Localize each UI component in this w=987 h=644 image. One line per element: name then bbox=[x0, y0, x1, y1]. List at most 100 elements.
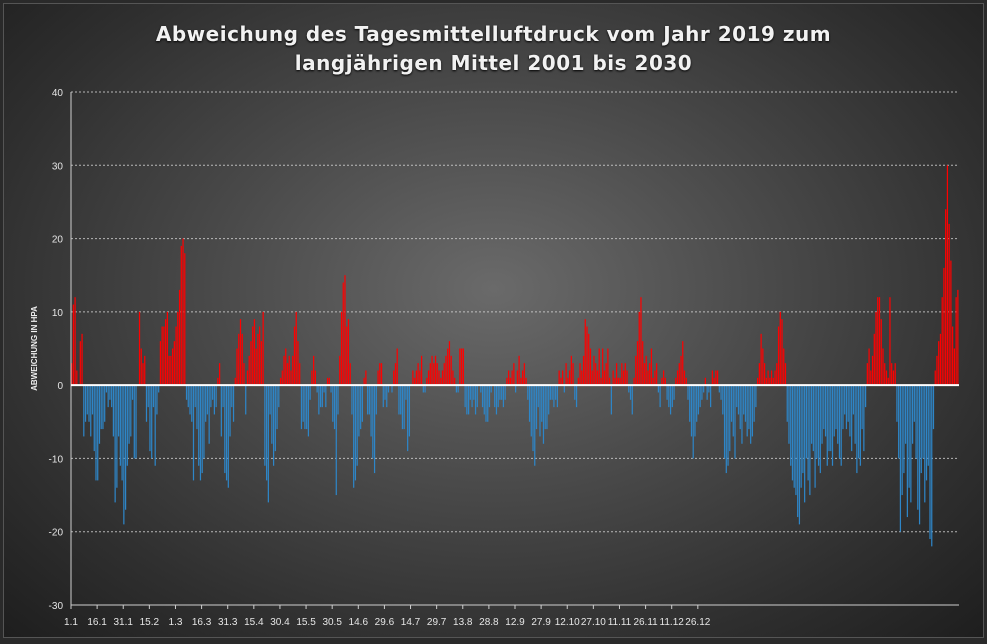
bar bbox=[723, 385, 726, 459]
bar bbox=[107, 385, 109, 408]
bar bbox=[748, 385, 750, 430]
bar bbox=[910, 385, 912, 503]
bar bbox=[669, 385, 672, 415]
bar bbox=[246, 370, 249, 386]
bar bbox=[790, 385, 792, 466]
bar bbox=[262, 311, 264, 386]
bar bbox=[595, 363, 597, 386]
bar bbox=[943, 267, 945, 386]
bar bbox=[462, 348, 464, 386]
bar bbox=[234, 377, 236, 386]
bar bbox=[483, 385, 485, 415]
x-tick-label: 27.9 bbox=[531, 617, 551, 628]
bar bbox=[419, 370, 421, 386]
x-tick-label: 30.4 bbox=[270, 617, 290, 628]
bar bbox=[480, 385, 482, 393]
bar bbox=[114, 385, 116, 503]
bar bbox=[116, 385, 118, 488]
bar bbox=[459, 348, 461, 386]
bar bbox=[513, 363, 515, 386]
bar bbox=[266, 385, 268, 481]
bar bbox=[783, 348, 785, 386]
bar bbox=[645, 355, 647, 386]
bar bbox=[259, 326, 261, 386]
bar bbox=[551, 385, 553, 400]
bar bbox=[607, 348, 609, 386]
bar bbox=[384, 385, 386, 400]
bar bbox=[615, 363, 618, 386]
bar bbox=[753, 385, 755, 422]
bar bbox=[795, 385, 797, 496]
chart-title-line1: Abweichung des Tagesmittelluftdruck vom … bbox=[155, 22, 832, 46]
bar bbox=[232, 385, 235, 422]
bar bbox=[206, 385, 209, 415]
bar bbox=[119, 385, 121, 466]
x-tick-label: 16.1 bbox=[87, 617, 107, 628]
bars bbox=[71, 165, 959, 547]
bar bbox=[124, 385, 127, 510]
bar bbox=[555, 385, 557, 400]
bar bbox=[936, 355, 938, 386]
bar bbox=[743, 385, 745, 415]
bar bbox=[255, 348, 257, 386]
bar bbox=[321, 385, 323, 408]
bar bbox=[295, 311, 297, 386]
bar bbox=[797, 385, 799, 518]
bar bbox=[191, 385, 193, 422]
bar bbox=[219, 363, 221, 386]
bar bbox=[899, 385, 902, 532]
bar bbox=[250, 341, 252, 386]
x-tick-label: 14.6 bbox=[349, 617, 369, 628]
bar bbox=[328, 377, 330, 386]
bar bbox=[762, 348, 764, 386]
bar bbox=[97, 385, 99, 481]
x-tick-label: 1.3 bbox=[169, 617, 183, 628]
bar bbox=[911, 385, 914, 444]
bar bbox=[426, 377, 428, 386]
bar bbox=[750, 385, 752, 444]
bar bbox=[891, 363, 893, 386]
bar bbox=[264, 385, 266, 466]
bar bbox=[243, 363, 245, 386]
bar bbox=[104, 385, 106, 422]
bar bbox=[163, 326, 165, 386]
bar bbox=[427, 370, 430, 386]
bar bbox=[831, 385, 834, 466]
bar bbox=[111, 385, 113, 408]
bar bbox=[241, 333, 243, 386]
bar bbox=[586, 326, 588, 386]
bar bbox=[638, 311, 640, 386]
bar bbox=[436, 363, 438, 386]
bar bbox=[269, 385, 271, 415]
bar bbox=[198, 385, 200, 466]
bar bbox=[340, 311, 343, 386]
bar bbox=[539, 385, 541, 437]
bar bbox=[314, 370, 316, 386]
bar bbox=[687, 385, 689, 400]
bar bbox=[838, 385, 841, 459]
bar bbox=[722, 385, 724, 415]
bar bbox=[941, 297, 943, 386]
bar bbox=[609, 377, 611, 386]
bar bbox=[812, 385, 814, 452]
x-tick-label: 15.2 bbox=[140, 617, 160, 628]
bar bbox=[140, 348, 142, 386]
bar bbox=[276, 385, 278, 430]
bar bbox=[81, 333, 83, 386]
bar bbox=[549, 385, 552, 400]
bar bbox=[704, 377, 707, 386]
bar bbox=[828, 385, 830, 452]
bar bbox=[398, 385, 400, 415]
bar bbox=[335, 385, 337, 496]
bar bbox=[455, 385, 458, 393]
bar bbox=[568, 370, 571, 386]
bar bbox=[95, 385, 97, 481]
bar bbox=[779, 311, 781, 386]
bar bbox=[770, 370, 773, 386]
bar bbox=[939, 333, 942, 386]
bar bbox=[516, 370, 518, 386]
bar bbox=[816, 385, 818, 459]
y-tick-label: -20 bbox=[49, 528, 64, 539]
bar bbox=[730, 385, 733, 422]
bar bbox=[666, 385, 668, 400]
